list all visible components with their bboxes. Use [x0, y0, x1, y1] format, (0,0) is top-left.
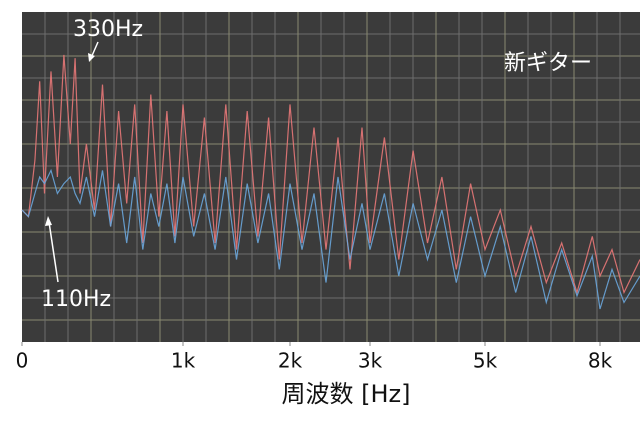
x-tick-label: 1k — [171, 349, 196, 373]
lines — [21, 54, 640, 310]
series-line — [21, 54, 640, 295]
arrow — [48, 221, 59, 283]
annotation: 110Hz — [41, 287, 111, 312]
x-tick-label: 5k — [473, 349, 498, 373]
x-tick-label: 0 — [16, 349, 29, 373]
plot-area — [22, 12, 640, 342]
x-axis-label: 周波数 [Hz] — [282, 380, 411, 408]
grid — [22, 12, 640, 342]
annotation: 330Hz — [73, 17, 143, 42]
arrow-head — [88, 53, 95, 62]
annotation: 新ギター — [504, 51, 592, 76]
x-tick-label: 2k — [278, 349, 303, 373]
x-tick-label: 3k — [358, 349, 383, 373]
series-line — [21, 168, 640, 310]
arrow-head — [45, 216, 52, 226]
x-tick-label: 8k — [588, 349, 613, 373]
